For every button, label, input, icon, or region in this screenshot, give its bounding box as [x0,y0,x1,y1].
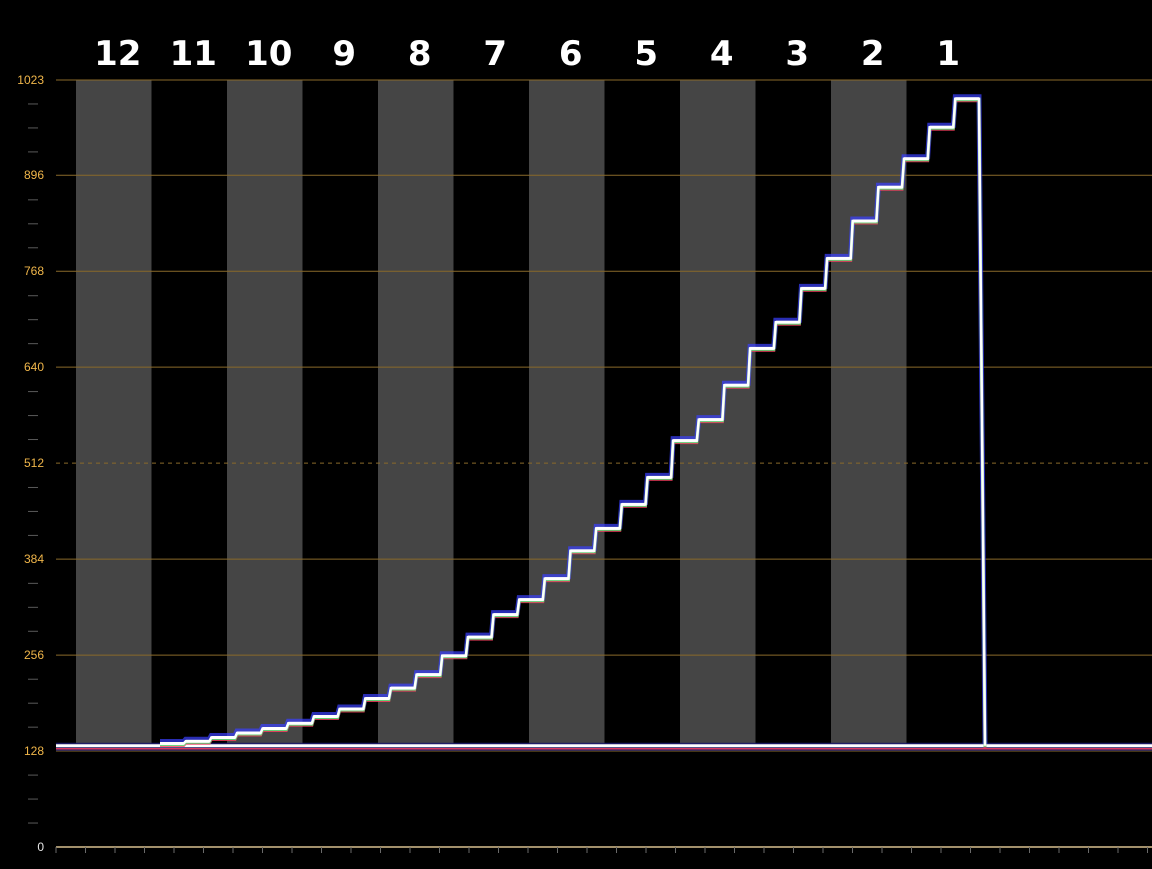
stop-label: 4 [710,34,734,74]
step-plateau [185,739,210,743]
x-axis [55,846,1152,853]
stop-label: 8 [408,34,432,74]
step-plateau [416,673,441,677]
exposure-zone-bands [76,80,907,744]
zone-band-2 [831,80,907,744]
step-plateau [519,598,543,602]
step-plateau [724,383,749,387]
y-tick-label: 128 [24,744,44,758]
step-plateau [544,577,569,581]
step-plateau [442,654,466,658]
y-tick-label: 384 [24,552,44,566]
step-plateau [929,125,954,129]
step-plateau [852,219,877,223]
y-axis: 1023 896 768 640 512 384 256 128 0 [17,73,44,854]
step-plateau [493,613,518,617]
step-plateau [313,715,338,718]
step-plateau [596,526,620,530]
step-plateau [955,97,979,101]
step-plateau [775,320,800,324]
zone-band-10 [227,80,303,744]
step-plateau [237,731,261,735]
y-tick-label: 640 [24,360,44,374]
stop-label: 12 [94,34,141,74]
y-tick-label: 0 [37,840,44,854]
luma-step-trace [160,94,988,748]
step-plateau [160,742,184,745]
step-plateau [698,418,723,422]
step-plateau [750,346,774,350]
step-plateau [467,635,492,639]
stop-label: 9 [332,34,356,74]
stop-label: 2 [861,34,885,74]
y-tick-label: 1023 [17,73,44,87]
zone-band-6 [529,80,605,744]
step-plateau [878,185,903,189]
stop-label: 3 [785,34,809,74]
step-plateau [339,707,364,711]
zone-band-12 [76,80,152,744]
zone-band-8 [378,80,454,744]
y-tick-label: 512 [24,456,44,470]
y-tick-label: 896 [24,168,44,182]
stop-label: 5 [634,34,658,74]
stop-label: 10 [245,34,292,74]
y-tick-label: 768 [24,264,44,278]
step-plateau [390,686,415,690]
stop-label: 11 [170,34,217,74]
zone-band-4 [680,80,756,744]
noise-floor-trace [56,742,1152,751]
step-plateau [262,727,287,730]
step-plateau [827,256,851,260]
step-plateau [288,721,312,725]
step-plateau [570,549,595,553]
step-plateau [365,697,389,700]
stop-label: 1 [936,34,960,74]
step-plateau [801,286,826,290]
step-plateau [621,502,646,506]
step-plateau [904,157,928,161]
step-plateau [211,736,235,739]
gridlines [56,79,1152,752]
stop-labels: 12 11 10 9 8 7 6 5 4 3 2 1 [94,34,960,74]
step-plateau [673,439,697,443]
stop-label: 6 [559,34,583,74]
stop-label: 7 [483,34,507,74]
step-plateau [647,475,672,479]
y-tick-label: 256 [24,648,44,662]
